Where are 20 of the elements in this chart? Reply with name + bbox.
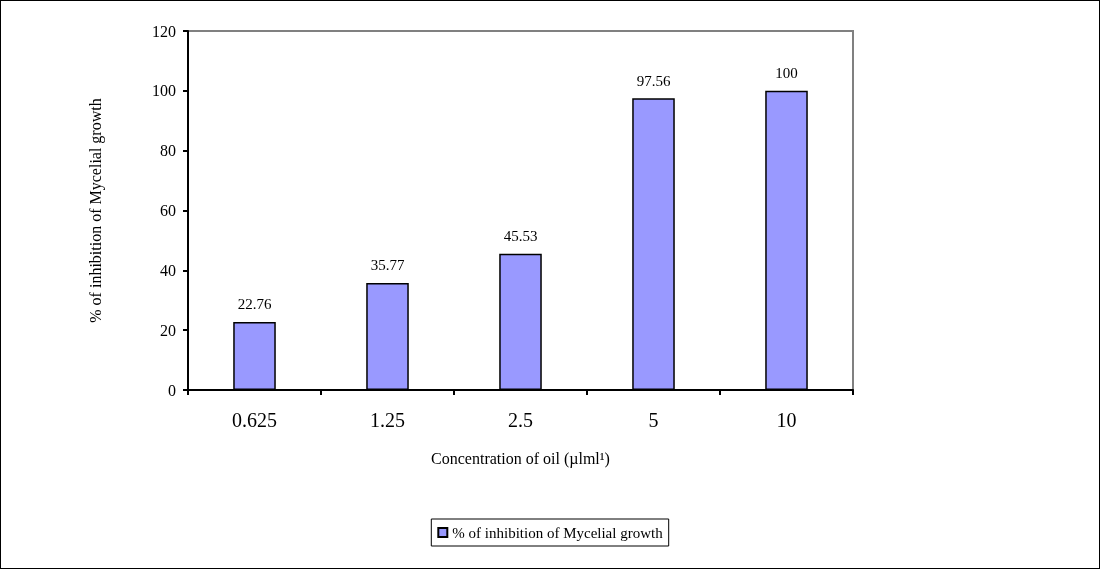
- x-axis-title: Concentration of oil (µlml¹): [431, 449, 610, 468]
- y-tick-label: 40: [160, 261, 176, 279]
- legend-label: % of inhibition of Mycelial growth: [452, 524, 664, 541]
- y-tick-label: 120: [152, 22, 176, 40]
- y-tick-label: 20: [160, 321, 176, 339]
- x-tick-label: 10: [776, 409, 797, 431]
- y-tick-label: 100: [152, 82, 176, 100]
- y-axis-title: % of inhibition of Mycelial growth: [86, 98, 105, 323]
- data-label: 97.56: [636, 72, 671, 89]
- y-tick-label: 60: [160, 202, 176, 219]
- x-tick-label: 2.5: [508, 409, 533, 431]
- data-label: 45.53: [503, 228, 538, 245]
- y-tick-label: 80: [160, 142, 176, 160]
- data-label: 22.76: [237, 296, 272, 313]
- x-tick-label: 0.625: [232, 409, 277, 431]
- data-label: 35.77: [370, 257, 405, 274]
- x-tick-label: 1.25: [370, 409, 405, 431]
- x-tick-label: 5: [648, 409, 659, 431]
- y-tick-label: 0: [168, 381, 176, 399]
- data-label: 100: [775, 65, 798, 82]
